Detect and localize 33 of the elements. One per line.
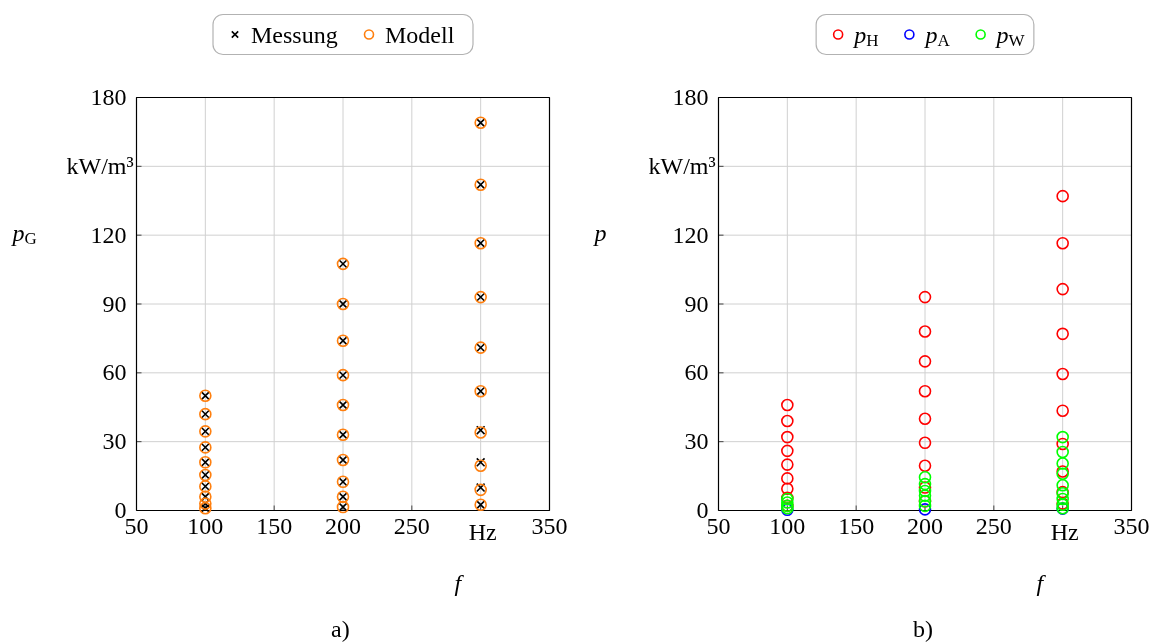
y-tick-label: kW/m³ (66, 153, 134, 180)
y-tick-label: 0 (696, 497, 709, 523)
y-tick-label: 60 (102, 359, 127, 386)
x-tick-label: 200 (325, 512, 361, 539)
y-tick-label: 0 (114, 497, 127, 523)
x-axis-title: f (454, 569, 465, 596)
text: b) (913, 615, 933, 642)
y-tick-label: 180 (90, 84, 127, 110)
y-tick-label: kW/m³ (648, 153, 716, 180)
legend-label: Messung (251, 21, 338, 48)
x-axis-title: f (1036, 569, 1047, 596)
y-tick-label: 90 (102, 290, 127, 317)
y-tick-label: 90 (684, 290, 709, 317)
x-tick-label: 250 (393, 512, 430, 539)
y-tick-label: 180 (672, 84, 709, 110)
x-tick-label: 150 (838, 512, 875, 539)
x-tick-label: Hz (468, 518, 497, 545)
x-tick-label: Hz (1050, 518, 1079, 545)
y-axis-title: p (592, 219, 607, 246)
text: a) (331, 615, 350, 642)
x-tick-label: 150 (256, 512, 293, 539)
legend-label: Modell (385, 21, 455, 48)
x-tick-label: 200 (907, 512, 943, 539)
y-tick-label: 120 (672, 221, 709, 248)
y-tick-label: 30 (684, 428, 709, 455)
x-tick-label: 250 (975, 512, 1012, 539)
y-tick-label: 120 (90, 221, 127, 248)
x-tick-label: 350 (1113, 512, 1150, 539)
y-tick-label: 30 (102, 428, 127, 455)
x-tick-label: 100 (769, 512, 806, 539)
x-tick-label: 350 (531, 512, 568, 539)
x-tick-label: 100 (187, 512, 224, 539)
y-tick-label: 60 (684, 359, 709, 386)
